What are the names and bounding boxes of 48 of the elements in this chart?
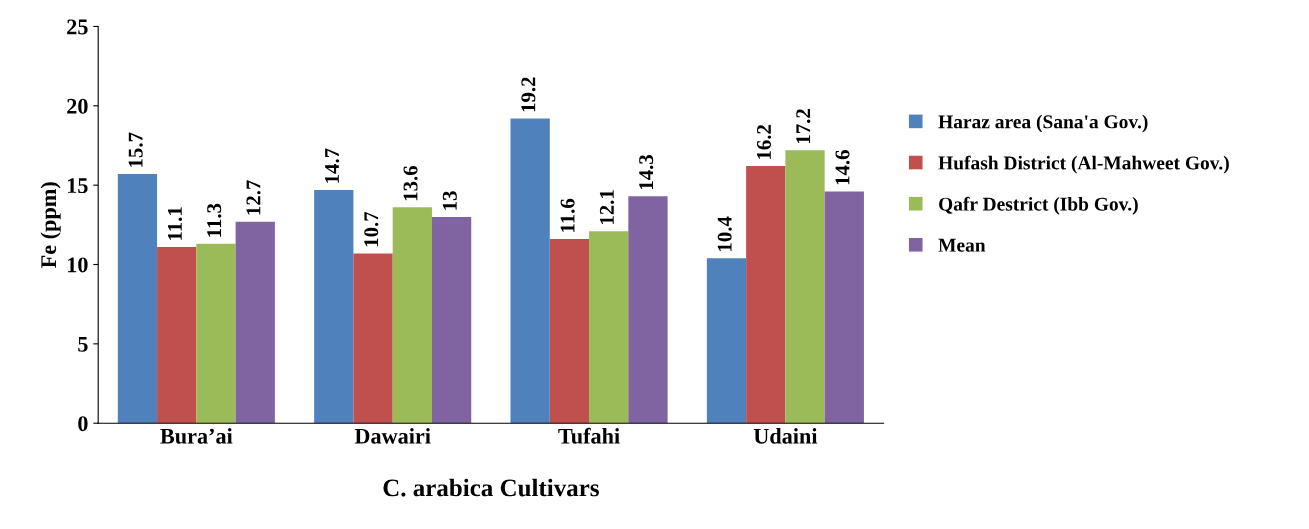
x-tick-label: Dawairi (354, 428, 431, 444)
y-tick-label: 5 (78, 337, 88, 352)
bar (510, 118, 550, 424)
data-label: 14.7 (325, 148, 340, 183)
data-label: 10.4 (717, 216, 732, 251)
data-label: 17.2 (796, 109, 811, 144)
bar (392, 207, 432, 424)
data-label: 14.6 (835, 150, 850, 185)
data-label: 19.2 (521, 77, 536, 112)
data-label: 10.7 (364, 211, 379, 247)
bar (353, 253, 393, 424)
data-label: 11.6 (560, 198, 575, 232)
bar (589, 231, 629, 424)
data-label: 14.3 (639, 154, 654, 190)
data-label: 15.7 (128, 132, 143, 167)
bar (117, 174, 158, 424)
bar (628, 196, 668, 424)
x-tick-label: Tufahi (558, 427, 620, 444)
y-tick-label: 20 (67, 98, 88, 114)
y-axis-title: Fe (ppm) (40, 182, 61, 268)
legend-label: Haraz area (Sana'a Gov.) (938, 114, 1148, 133)
data-label: 13.6 (403, 165, 418, 201)
data-label: 12.7 (246, 180, 261, 215)
y-tick-label: 15 (68, 178, 88, 194)
bar (785, 150, 825, 424)
data-label: 16.2 (756, 124, 772, 159)
y-tick-label: 25 (67, 19, 88, 35)
x-axis-title: C. arabica Cultivars (383, 478, 599, 497)
bar (824, 191, 864, 424)
bar (549, 239, 590, 424)
legend-label: Hufash District (Al-Mahweet Gov.) (938, 155, 1229, 174)
bar (314, 189, 354, 424)
bar (746, 166, 786, 424)
bar (706, 258, 747, 424)
data-label: 13 (442, 191, 457, 210)
bar (196, 243, 236, 424)
x-tick-label: Bura’ai (160, 428, 233, 444)
y-tick-label: 0 (78, 416, 88, 432)
bar (157, 247, 197, 424)
legend-label: Qafr Destrict (Ibb Gov.) (939, 196, 1138, 215)
y-tick-label: 10 (68, 257, 88, 273)
bar (235, 221, 275, 424)
data-label: 11.3 (207, 203, 222, 237)
bar (431, 216, 472, 424)
data-label: 12.1 (599, 190, 614, 224)
legend-label: Mean (938, 238, 986, 252)
x-tick-label: Udaini (753, 428, 818, 444)
data-label: 11.1 (167, 207, 183, 240)
